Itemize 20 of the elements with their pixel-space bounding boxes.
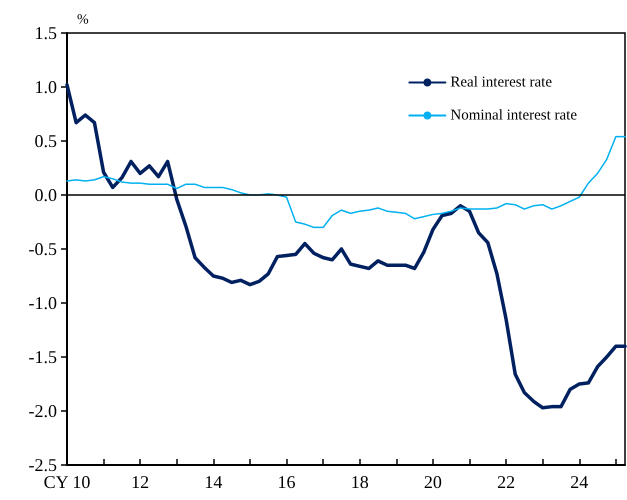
y-tick-label: -0.5: [28, 239, 57, 259]
y-tick-label: 1.0: [34, 77, 57, 97]
y-axis-title: %: [77, 12, 89, 28]
x-tick-label: 22: [497, 472, 516, 492]
y-tick-label: -2.5: [28, 455, 57, 475]
y-tick-label: 0.0: [34, 185, 57, 205]
legend-label: Nominal interest rate: [450, 108, 578, 124]
y-tick-label: -2.0: [28, 401, 57, 421]
x-tick-label: 12: [131, 472, 150, 492]
y-tick-label: 0.5: [34, 131, 57, 151]
y-tick-label: -1.5: [28, 347, 57, 367]
x-tick-label: 24: [570, 472, 588, 492]
legend-label: Real interest rate: [450, 74, 552, 90]
x-tick-label: 16: [278, 472, 296, 492]
y-tick-label: 1.5: [34, 23, 57, 43]
x-tick-label: 20: [424, 472, 442, 492]
x-tick-label: 18: [350, 472, 369, 492]
x-tick-label: CY 10: [44, 472, 90, 492]
x-tick-label: 14: [204, 472, 222, 492]
y-tick-label: -1.0: [28, 293, 57, 313]
